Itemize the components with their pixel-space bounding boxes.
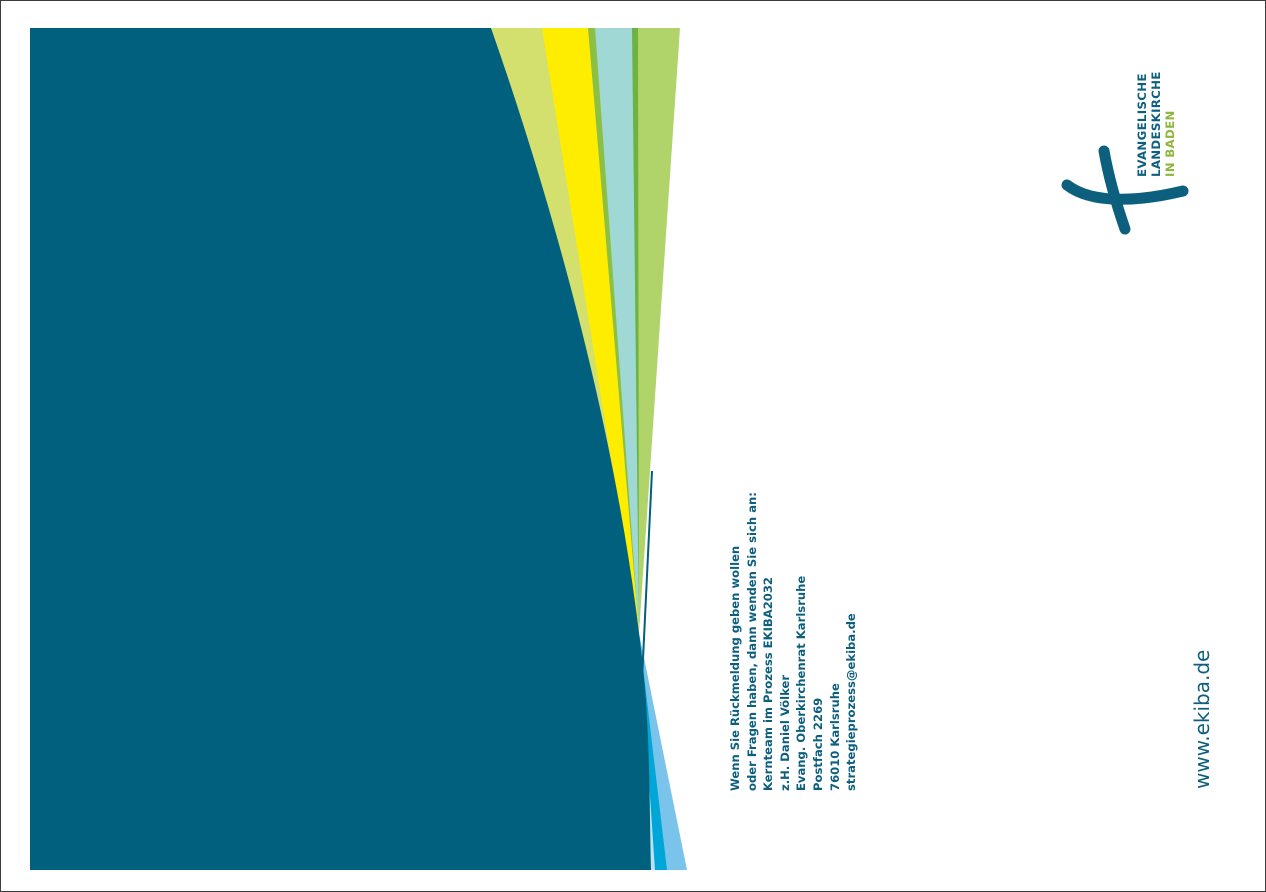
contact-line: Wenn Sie Rückmeldung geben wollen <box>728 545 742 791</box>
fan-line <box>640 470 653 702</box>
contact-line: z.H. Daniel Völker <box>777 674 792 791</box>
cyan-stripe <box>639 633 667 870</box>
contact-line: oder Fragen haben, dann wenden Sie sich … <box>744 492 759 791</box>
contact-email: strategieprozess@ekiba.de <box>844 613 859 791</box>
contact-line: Postfach 2269 <box>810 697 825 791</box>
contact-block: Wenn Sie Rückmeldung geben wollen oder F… <box>727 492 860 791</box>
lime-stripe <box>637 28 680 633</box>
logo-line-2: LANDESKIRCHE <box>1149 71 1164 177</box>
logo-line-3: IN BADEN <box>1163 110 1178 177</box>
sky-stripe <box>639 633 687 870</box>
logo-line-1: EVANGELISCHE <box>1135 73 1149 177</box>
contact-line: Evang. Oberkirchenrat Karlsruhe <box>794 575 809 791</box>
website-url: www.ekiba.de <box>1190 649 1214 789</box>
contact-line: Kernteam im Prozess EKIBA2032 <box>761 577 776 791</box>
contact-line: 76010 Karlsruhe <box>827 683 842 791</box>
petrol-panel <box>30 28 651 870</box>
green-stripe-right <box>632 28 639 633</box>
church-logo-text: EVANGELISCHE LANDESKIRCHE IN BADEN <box>1135 71 1178 177</box>
